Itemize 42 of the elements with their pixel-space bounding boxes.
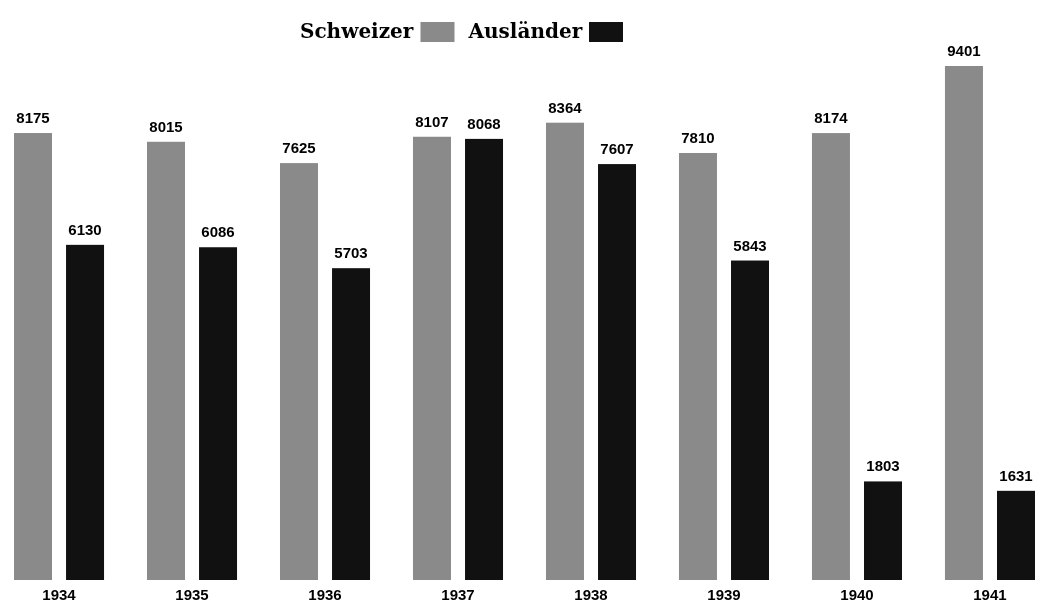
data-label: 8364 [548, 98, 583, 116]
bar [199, 247, 238, 580]
data-label: 7625 [282, 139, 316, 157]
data-label: 1631 [999, 466, 1033, 484]
bar [465, 138, 504, 580]
bar [811, 133, 850, 580]
bar [66, 244, 105, 580]
data-label: 8015 [149, 117, 183, 135]
bar [147, 141, 185, 580]
bar [598, 164, 637, 580]
data-label: 8107 [415, 112, 449, 130]
bar [944, 66, 983, 580]
data-label: 6130 [68, 220, 102, 238]
bar [412, 136, 451, 580]
data-label: 7607 [600, 140, 634, 158]
bar [864, 481, 903, 580]
bar [731, 260, 770, 580]
bar [545, 122, 584, 580]
x-tick-label: 1941 [973, 586, 1007, 603]
data-label: 8175 [16, 109, 50, 127]
data-label: 6086 [201, 223, 235, 241]
data-label: 5843 [733, 236, 767, 254]
data-label: 5703 [334, 244, 368, 262]
data-label: 9401 [947, 42, 981, 59]
bar [678, 152, 717, 580]
bar [332, 268, 371, 580]
x-tick-label: 1940 [840, 586, 874, 603]
x-tick-label: 1934 [42, 586, 77, 603]
x-tick-label: 1939 [707, 586, 741, 603]
data-label: 1803 [866, 457, 900, 475]
x-tick-label: 1938 [574, 586, 608, 603]
data-label: 8068 [467, 114, 501, 132]
data-label: 8174 [814, 109, 849, 127]
bar [997, 490, 1035, 580]
x-tick-label: 1935 [175, 586, 209, 603]
bar [279, 163, 318, 580]
bar [14, 133, 52, 580]
legend-label: Schweizer [300, 19, 414, 43]
x-tick-label: 1937 [441, 586, 475, 603]
legend-label: Ausländer [467, 19, 583, 43]
data-label: 7810 [681, 128, 715, 146]
x-tick-label: 1936 [308, 586, 342, 603]
